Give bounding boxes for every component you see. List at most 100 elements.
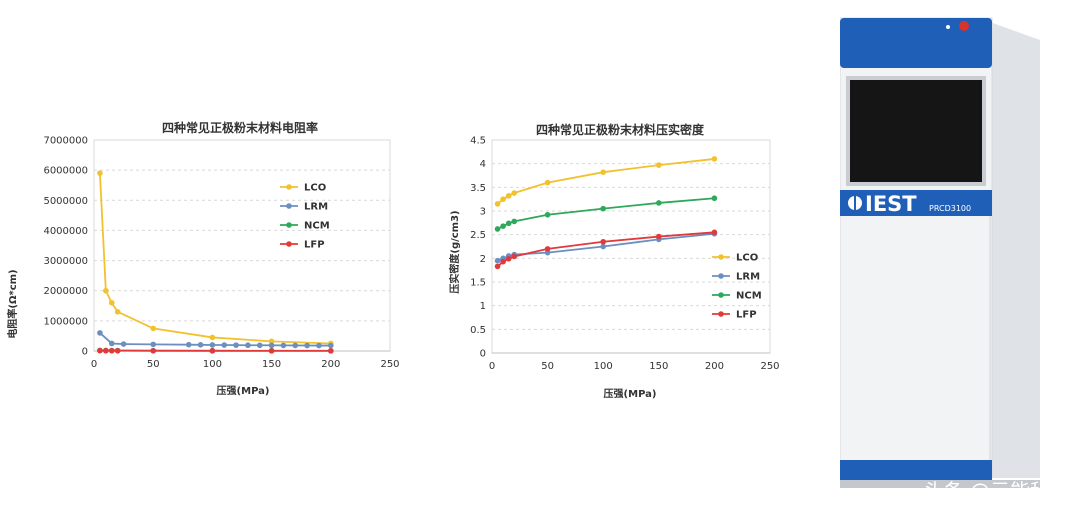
y-tick-label: 5000000	[43, 196, 88, 207]
data-point	[150, 341, 156, 348]
y-tick-label: 1	[480, 301, 486, 312]
data-point	[711, 229, 718, 236]
data-point	[304, 342, 310, 349]
series-line	[497, 232, 715, 262]
data-point	[544, 246, 551, 252]
legend-marker	[718, 311, 724, 317]
data-point	[600, 238, 606, 245]
data-point	[544, 179, 551, 186]
legend-item-lrm: LRM	[712, 272, 760, 283]
y-axis-label: 压实密度(g/cm3)	[448, 210, 461, 293]
legend-marker	[286, 222, 292, 228]
data-point	[256, 342, 263, 349]
data-point	[316, 342, 322, 349]
brand-strip	[840, 190, 992, 216]
data-point	[108, 347, 115, 354]
data-point	[120, 341, 127, 347]
data-point	[711, 156, 718, 162]
data-point	[711, 195, 718, 202]
legend-item-ncm: NCM	[280, 221, 330, 232]
y-tick-label: 4000000	[43, 226, 88, 237]
y-tick-label: 4	[480, 159, 486, 170]
data-point	[221, 342, 228, 348]
device-base-shadow	[840, 480, 1040, 488]
x-tick-label: 250	[380, 359, 399, 370]
data-point	[108, 299, 115, 306]
x-tick-label: 50	[147, 359, 160, 370]
y-tick-label: 3.5	[470, 183, 486, 194]
series-lco	[494, 156, 718, 207]
y-tick-label: 7000000	[43, 136, 88, 147]
model-name: PRCD3100	[929, 204, 971, 213]
data-point	[505, 256, 512, 262]
data-point	[150, 325, 156, 332]
data-point	[494, 226, 501, 232]
data-point	[511, 253, 518, 260]
y-tick-label: 0	[82, 347, 88, 358]
legend-label: NCM	[736, 291, 762, 302]
data-point	[600, 243, 606, 250]
brand-logo-cut-icon	[854, 196, 856, 210]
device-screen	[850, 80, 982, 182]
legend-marker	[286, 184, 292, 190]
power-button	[959, 21, 969, 31]
y-tick-label: 4.5	[470, 136, 486, 147]
x-tick-label: 150	[262, 359, 281, 370]
legend-marker	[718, 254, 724, 260]
data-point	[209, 348, 216, 354]
series-line	[497, 197, 715, 230]
y-tick-label: 1000000	[43, 316, 88, 327]
chart-title: 四种常见正极粉末材料电阻率	[162, 120, 318, 135]
data-point	[185, 341, 192, 348]
x-axis-label: 压强(MPa)	[604, 388, 657, 400]
data-point	[656, 162, 662, 168]
y-tick-label: 6000000	[43, 166, 88, 177]
data-point	[494, 201, 501, 207]
data-point	[114, 347, 121, 354]
watermark: 头条 @元能科技	[924, 479, 1070, 503]
legend-label: NCM	[304, 221, 330, 232]
data-point	[511, 190, 518, 196]
plot-frame	[93, 139, 391, 352]
device-top-panel	[840, 18, 992, 68]
data-point	[600, 205, 606, 212]
x-tick-label: 100	[594, 361, 613, 372]
legend-marker	[718, 273, 724, 279]
data-point	[494, 263, 501, 270]
legend-item-lfp: LFP	[712, 310, 757, 321]
data-point	[505, 193, 512, 199]
y-tick-label: 1.5	[470, 278, 486, 289]
series-lfp	[97, 347, 334, 354]
resistivity-chart: 四种常见正极粉末材料电阻率 0 1000000 2000000 3000000 4000…	[6, 120, 400, 397]
legend-label: LCO	[304, 183, 326, 194]
series-line	[496, 158, 715, 205]
legend-item-lfp: LFP	[280, 240, 325, 251]
data-point	[97, 170, 103, 176]
legend-item-lrm: LRM	[280, 202, 328, 213]
legend-marker	[718, 292, 724, 298]
data-point	[209, 342, 216, 348]
data-point	[97, 330, 103, 336]
series-line	[99, 173, 331, 345]
legend-label: LRM	[736, 272, 760, 283]
legend-label: LFP	[736, 310, 757, 321]
legend-label: LCO	[736, 253, 758, 264]
data-point	[505, 220, 512, 227]
y-tick-label: 0	[480, 349, 486, 360]
iest-instrument: IEST PRCD3100 头条 @元能科技	[840, 17, 1070, 503]
x-tick-label: 150	[649, 361, 668, 372]
y-tick-label: 3000000	[43, 256, 88, 267]
series-ncm	[494, 195, 718, 232]
data-point	[97, 347, 103, 354]
data-point	[209, 334, 216, 341]
series-lco	[97, 170, 334, 347]
y-tick-label: 3	[480, 207, 486, 218]
data-point	[150, 348, 156, 354]
legend-item-lco: LCO	[280, 183, 326, 194]
y-tick-label: 2000000	[43, 286, 88, 297]
x-tick-label: 100	[203, 359, 222, 370]
x-tick-label: 250	[760, 361, 779, 372]
x-tick-label: 200	[321, 359, 340, 370]
x-tick-label: 200	[705, 361, 724, 372]
